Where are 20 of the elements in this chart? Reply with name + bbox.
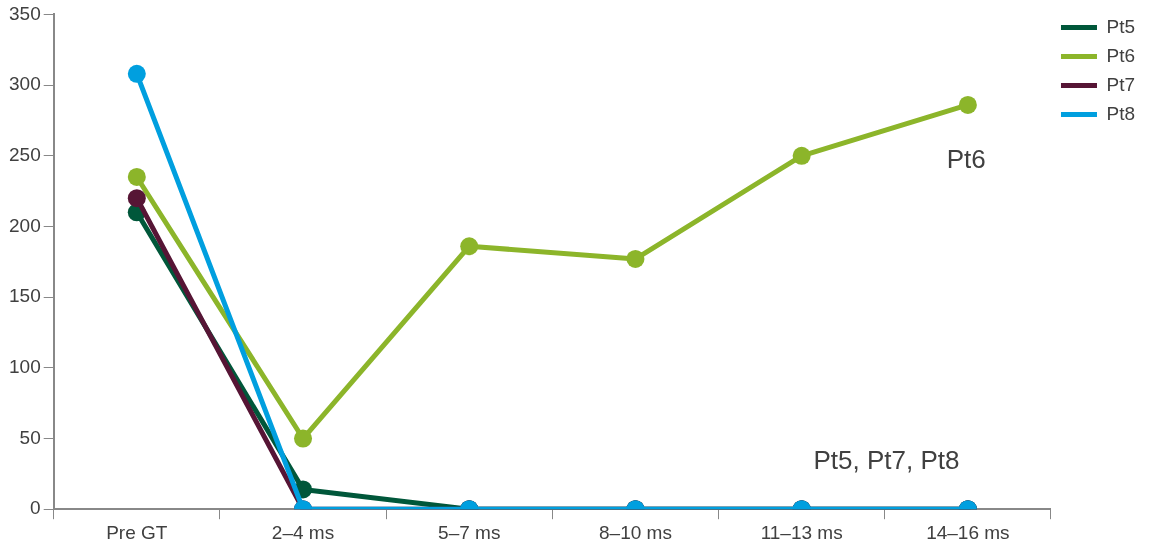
x-tick-label: 14–16 ms [926, 521, 1010, 543]
legend-label: Pt8 [1106, 102, 1136, 124]
x-tick-label: 11–13 ms [760, 521, 843, 543]
y-tick-label: 150 [9, 285, 41, 307]
y-tick-label: 350 [9, 2, 41, 24]
legend-label: Pt6 [1106, 44, 1136, 66]
y-tick-label: 250 [9, 144, 41, 166]
y-tick-label: 100 [9, 356, 41, 378]
legend-label: Pt7 [1106, 73, 1136, 95]
y-tick-label: 0 [30, 497, 41, 519]
y-tick-label: 300 [9, 73, 41, 95]
x-tick-label: 5–7 ms [438, 521, 501, 543]
x-tick-label: 8–10 ms [599, 521, 672, 543]
x-tick-label: 2–4 ms [271, 521, 335, 543]
annotation: Pt6 [946, 143, 986, 174]
x-tick-label: Pre GT [106, 521, 168, 543]
y-tick-label: 50 [19, 426, 41, 448]
y-tick-label: 200 [9, 214, 41, 236]
annotation: Pt5, Pt7, Pt8 [813, 445, 960, 476]
legend-label: Pt5 [1106, 15, 1136, 37]
